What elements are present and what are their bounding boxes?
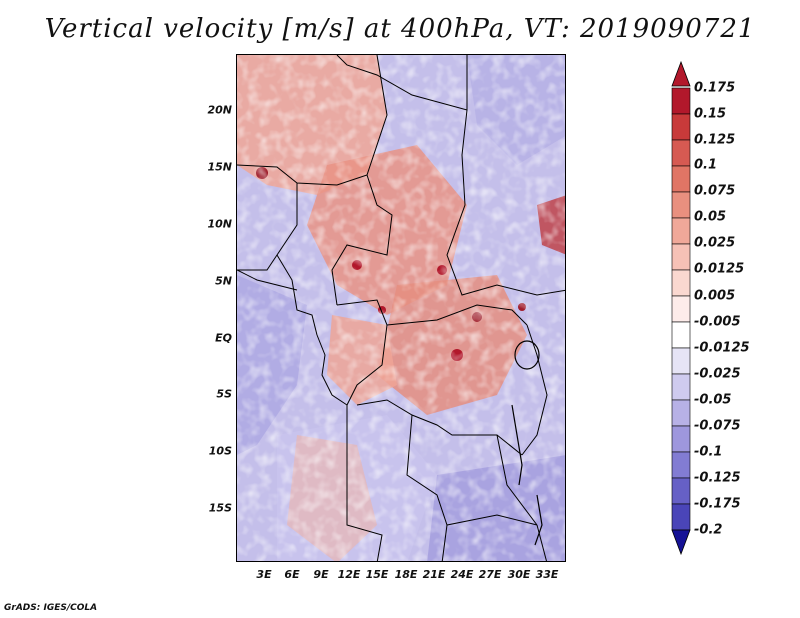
lat-tick-10s: 10S: [208, 444, 232, 458]
colorbar-cell: [671, 451, 691, 479]
colorbar-label: 0.0125: [694, 261, 745, 277]
colorbar-cell: [671, 87, 691, 115]
colorbar-label: -0.0125: [694, 340, 750, 356]
colorbar-cell: [671, 399, 691, 427]
colorbar-label: -0.1: [694, 444, 723, 460]
colorbar-cell: [671, 191, 691, 219]
lat-tick-10n: 10N: [207, 217, 232, 231]
lon-tick-3e: 3E: [256, 568, 272, 581]
lon-tick-6e: 6E: [284, 568, 300, 581]
lon-tick-15e: 15E: [365, 568, 389, 581]
colorbar-cell: [671, 503, 691, 531]
lat-tick-15s: 15S: [208, 501, 232, 515]
lon-tick-33e: 33E: [535, 568, 559, 581]
colorbar-label: 0.05: [694, 209, 727, 225]
colorbar-label: -0.075: [694, 418, 741, 434]
colorbar-cell: [671, 113, 691, 141]
grads-credit: GrADS: IGES/COLA: [4, 603, 98, 613]
lat-tick-5n: 5N: [215, 274, 232, 288]
colorbar-top-arrow: [671, 60, 691, 87]
colorbar-label: -0.175: [694, 496, 741, 512]
colorbar-cell: [671, 269, 691, 297]
colorbar-cell: [671, 165, 691, 193]
vertical-velocity-map: [236, 54, 566, 562]
colorbar-label: 0.15: [694, 106, 727, 122]
colorbar-label: -0.005: [694, 314, 741, 330]
colorbar-cell: [671, 477, 691, 505]
lon-tick-9e: 9E: [313, 568, 329, 581]
colorbar-label: 0.005: [694, 288, 736, 304]
colorbar-label: -0.125: [694, 470, 741, 486]
colorbar-cell: [671, 217, 691, 245]
lon-tick-30e: 30E: [507, 568, 531, 581]
velocity-field: [237, 55, 565, 561]
colorbar-bottom-arrow: [671, 529, 691, 556]
colorbar-label: -0.05: [694, 392, 732, 408]
lat-tick-eq: EQ: [215, 331, 232, 345]
colorbar-cell: [671, 321, 691, 349]
colorbar-cell: [671, 373, 691, 401]
colorbar-label: 0.025: [694, 235, 736, 251]
lon-tick-27e: 27E: [478, 568, 502, 581]
colorbar-cell: [671, 347, 691, 375]
lon-tick-12e: 12E: [337, 568, 361, 581]
colorbar-cell: [671, 425, 691, 453]
lon-tick-24e: 24E: [450, 568, 474, 581]
colorbar-cell: [671, 243, 691, 271]
colorbar-label: -0.2: [694, 522, 723, 538]
lat-tick-20n: 20N: [207, 103, 232, 117]
colorbar-cell: [671, 139, 691, 167]
map-title: Vertical velocity [m/s] at 400hPa, VT: 2…: [44, 14, 756, 44]
lat-tick-5s: 5S: [216, 387, 232, 401]
colorbar-label: 0.075: [694, 183, 736, 199]
lat-tick-15n: 15N: [207, 160, 232, 174]
colorbar: [671, 60, 691, 556]
colorbar-label: 0.175: [694, 80, 736, 96]
colorbar-cell: [671, 295, 691, 323]
colorbar-label: 0.1: [694, 157, 718, 173]
colorbar-label: -0.025: [694, 366, 741, 382]
colorbar-label: 0.125: [694, 132, 736, 148]
lon-tick-21e: 21E: [422, 568, 446, 581]
lon-tick-18e: 18E: [394, 568, 418, 581]
